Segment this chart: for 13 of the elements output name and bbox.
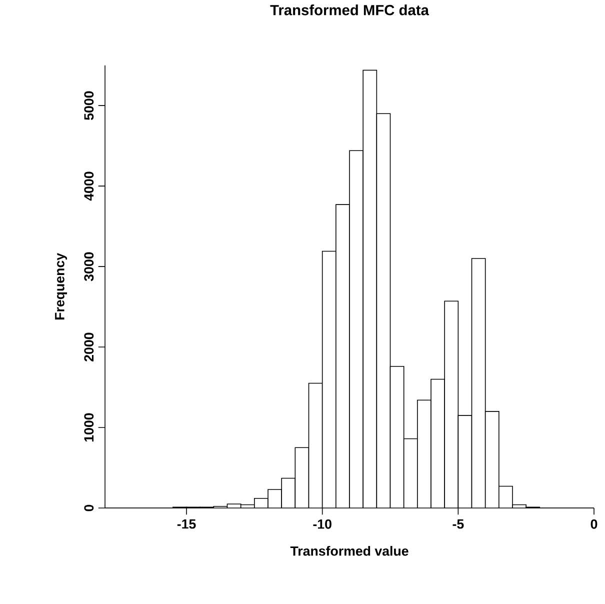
- x-tick-label: -10: [313, 519, 332, 529]
- y-tick-label: 4000: [84, 172, 94, 201]
- x-tick-label: -5: [452, 519, 464, 529]
- chart-title: Transformed MFC data: [270, 4, 430, 16]
- y-tick-label: 0: [84, 504, 94, 512]
- y-axis-title: Frequency: [55, 253, 68, 320]
- x-axis-title: Transformed value: [290, 546, 408, 556]
- y-tick-label: 3000: [84, 252, 94, 282]
- y-tick-label: 5000: [84, 91, 94, 120]
- x-tick-label: 0: [590, 519, 598, 529]
- x-tick-label: -15: [177, 519, 196, 529]
- y-tick-label: 1000: [84, 413, 94, 442]
- y-tick-label: 2000: [84, 332, 94, 362]
